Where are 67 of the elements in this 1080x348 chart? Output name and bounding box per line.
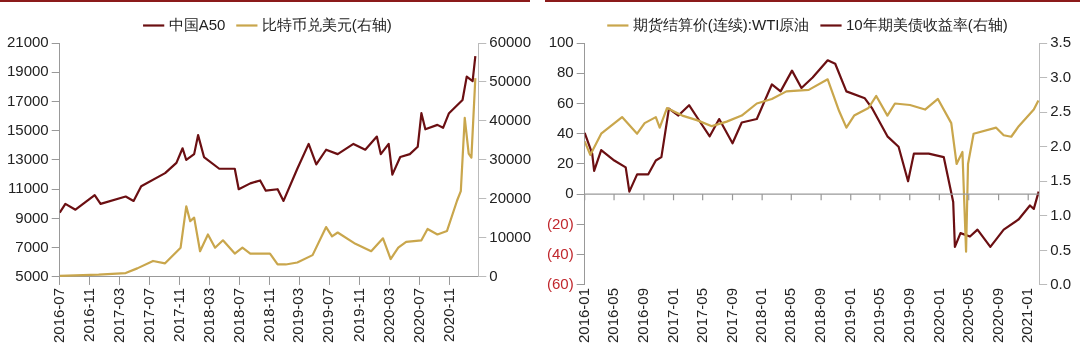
y2-tick-label: 60000 — [489, 33, 532, 51]
y2-tick-label: 1.5 — [1050, 171, 1072, 189]
x-tick-label: 2016-05 — [604, 287, 622, 344]
x-tick-label: 2016-11 — [80, 287, 98, 342]
y-tick-label: 9000 — [15, 208, 49, 226]
x-tick-label: 2017-01 — [663, 287, 681, 344]
legend-label: 期货结算价(连续):WTI原油 — [632, 15, 810, 33]
y-tick-label: 60 — [556, 93, 574, 111]
y-tick-label: (60) — [546, 275, 574, 293]
x-tick-label: 2017-07 — [139, 287, 157, 344]
x-tick-label: 2018-07 — [229, 287, 247, 344]
x-tick-label: 2018-09 — [811, 287, 829, 344]
y-tick-label: (40) — [546, 244, 574, 262]
x-tick-label: 2020-03 — [379, 287, 397, 344]
legend-label: 10年期美债收益率(右轴) — [845, 15, 1008, 33]
y-tick-label: 20 — [556, 154, 574, 172]
y-tick-label: 0 — [565, 184, 574, 202]
y2-tick-label: 0 — [489, 267, 498, 285]
y-tick-label: 21000 — [6, 33, 49, 51]
y-tick-label: 100 — [548, 33, 574, 51]
y2-tick-label: 20000 — [489, 189, 532, 207]
y2-tick-label: 3.0 — [1050, 67, 1072, 85]
y2-tick-label: 3.5 — [1050, 33, 1072, 51]
x-tick-label: 2021-01 — [1018, 287, 1036, 344]
x-tick-label: 2019-07 — [319, 287, 337, 344]
legend-label: 中国A50 — [168, 15, 226, 33]
y-tick-label: (20) — [546, 214, 574, 232]
y-tick-label: 17000 — [6, 91, 49, 109]
y-tick-label: 11000 — [8, 179, 49, 197]
x-tick-label: 2017-11 — [170, 287, 188, 342]
legend-label: 比特币兑美元(右轴) — [261, 15, 392, 33]
x-tick-label: 2020-09 — [988, 287, 1006, 344]
x-tick-label: 2016-01 — [574, 287, 592, 344]
y-tick-label: 40 — [556, 123, 574, 141]
x-tick-label: 2018-03 — [199, 287, 217, 344]
x-tick-label: 2018-11 — [259, 287, 277, 342]
x-tick-label: 2018-05 — [781, 287, 799, 344]
y-tick-label: 5000 — [15, 267, 49, 285]
y2-tick-label: 50000 — [489, 72, 532, 90]
y2-tick-label: 10000 — [489, 228, 532, 246]
x-tick-label: 2020-01 — [929, 287, 947, 344]
y2-tick-label: 1.0 — [1050, 205, 1072, 223]
y2-tick-label: 0.5 — [1050, 240, 1072, 258]
y-tick-label: 15000 — [6, 120, 49, 138]
y-tick-label: 19000 — [6, 62, 49, 80]
x-tick-label: 2016-09 — [634, 287, 652, 344]
y-tick-label: 7000 — [15, 237, 49, 255]
x-tick-label: 2019-09 — [899, 287, 917, 344]
x-tick-label: 2020-11 — [439, 287, 457, 342]
y2-tick-label: 2.5 — [1050, 102, 1072, 120]
x-tick-label: 2020-05 — [958, 287, 976, 344]
x-tick-label: 2019-01 — [840, 287, 858, 344]
y2-tick-label: 0.0 — [1050, 275, 1072, 293]
x-tick-label: 2018-01 — [752, 287, 770, 344]
x-tick-label: 2019-05 — [870, 287, 888, 344]
y2-tick-label: 40000 — [489, 111, 532, 129]
x-tick-label: 2016-07 — [49, 287, 67, 344]
x-tick-label: 2019-03 — [289, 287, 307, 344]
x-tick-label: 2017-09 — [722, 287, 740, 344]
x-tick-label: 2017-03 — [109, 287, 127, 344]
y-tick-label: 13000 — [6, 150, 49, 168]
y2-tick-label: 2.0 — [1050, 136, 1072, 154]
x-tick-label: 2020-07 — [409, 287, 427, 344]
x-tick-label: 2017-05 — [692, 287, 710, 344]
y2-tick-label: 30000 — [489, 150, 532, 168]
x-tick-label: 2019-11 — [349, 287, 367, 342]
y-tick-label: 80 — [556, 63, 574, 81]
